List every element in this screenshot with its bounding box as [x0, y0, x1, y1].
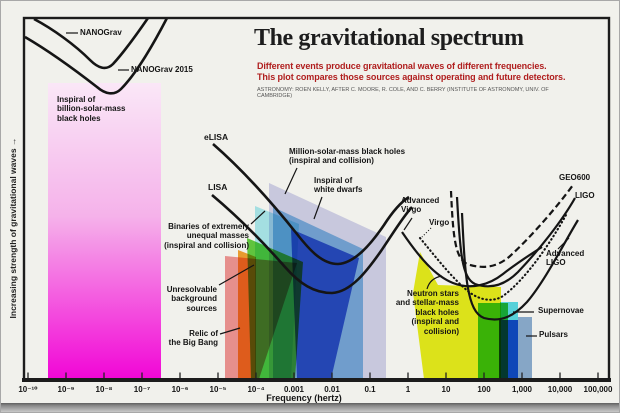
pointer-advanced-ligo [557, 237, 570, 250]
label-relic-big-bang: Relic of the Big Bang [168, 329, 218, 348]
label-geo600: GEO600 [559, 173, 591, 182]
pointer-neutron-stars [426, 275, 443, 290]
region-billion-solar-mass-black-holes [48, 83, 161, 379]
region-relic-big-bang [225, 256, 297, 379]
region-deep-blue-band [291, 229, 359, 379]
x-tick-label: 10⁻⁸ [95, 385, 113, 394]
region-pulsars-bar [518, 317, 532, 379]
curve-advanced-ligo [460, 212, 579, 321]
x-tick-label: 100,000 [583, 385, 613, 394]
figure-subtitle: Different events produce gravitational w… [257, 61, 566, 83]
pointer-relic [219, 327, 241, 335]
curve-ligo [455, 196, 576, 288]
label-advanced-virgo: Advanced Virgo [401, 196, 440, 215]
x-tick-label: 0.001 [283, 385, 305, 394]
x-axis-tick-marks [27, 372, 599, 378]
x-axis-label: Frequency (hertz) [266, 393, 342, 403]
x-tick-label: 10⁻⁷ [133, 385, 151, 394]
label-unresolvable: Unresolvable background sources [166, 285, 217, 313]
x-tick-label: 10⁻⁵ [209, 385, 227, 394]
figure-title: The gravitational spectrum [254, 25, 524, 51]
label-white-dwarfs: Inspiral of white dwarfs [314, 176, 363, 195]
label-supernovae: Supernovae [538, 306, 584, 315]
curve-lisa [211, 194, 413, 295]
x-tick-label: 10,000 [547, 385, 573, 394]
label-neutron-stars: Neutron stars and stellar-mass black hol… [395, 289, 459, 336]
pointer-binaries [250, 210, 266, 225]
pointer-advanced-virgo [403, 217, 413, 231]
curve-virgo [418, 213, 568, 301]
label-pulsars: Pulsars [539, 330, 568, 339]
region-deep-blue-bar [499, 320, 518, 379]
x-tick-label: 0.01 [324, 385, 340, 394]
curve-geo600 [449, 184, 574, 268]
figure-attribution: ASTRONOMY: ROEN KELLY, AFTER C. MOORE, R… [257, 87, 549, 99]
label-elisa: eLISA [204, 132, 229, 142]
label-virgo: Virgo [429, 218, 450, 227]
y-axis-label: Increasing strength of gravitational wav… [8, 137, 18, 319]
x-tick-label: 1,000 [511, 385, 533, 394]
label-million-solar-mass: Million-solar-mass black holes (inspiral… [289, 147, 406, 166]
x-tick-label: 10⁻⁶ [171, 385, 189, 394]
curve-nanograv [33, 17, 150, 70]
x-tick-label: 10⁻⁹ [57, 385, 75, 394]
label-lisa: LISA [208, 182, 228, 192]
label-billion-solar-mass: Inspiral of billion-solar-mass black hol… [57, 95, 126, 123]
label-ligo: LIGO [575, 191, 595, 200]
x-tick-label: 1 [405, 385, 411, 394]
x-tick-label: 100 [477, 385, 491, 394]
label-nanograv: NANOGrav [80, 28, 122, 37]
x-tick-label: 10⁻⁴ [247, 385, 265, 394]
label-advanced-ligo: Advanced LIGO [546, 249, 585, 268]
card-bottom-shadow [1, 403, 619, 412]
x-tick-label: 0.1 [364, 385, 376, 394]
pointer-virgo [421, 227, 432, 238]
label-binaries: Binaries of extremely unequal masses (in… [164, 222, 249, 250]
pointer-unresolvable [218, 264, 255, 286]
label-nanograv-2015: NANOGrav 2015 [131, 65, 193, 74]
pointer-million-bh [284, 167, 298, 195]
curve-elisa [212, 143, 410, 266]
x-tick-label: 10 [441, 385, 451, 394]
pointer-white-dwarfs [313, 196, 323, 220]
x-tick-label: 10⁻¹⁰ [18, 385, 38, 394]
curve-advanced-virgo [401, 231, 543, 288]
curve-nanograv-2015 [24, 17, 169, 95]
